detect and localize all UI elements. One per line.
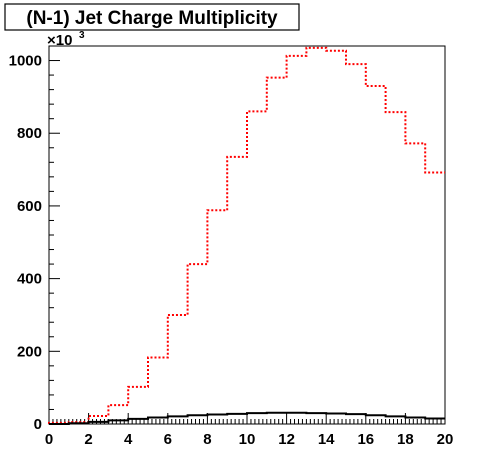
- x-tick-label: 2: [84, 431, 92, 448]
- plot-frame: [48, 45, 446, 425]
- histogram-series-black-solid: [49, 411, 445, 425]
- title-box: (N-1) Jet Charge Multiplicity: [4, 3, 300, 31]
- x-tick-label: 12: [278, 431, 295, 448]
- x-tick-label: 8: [203, 431, 211, 448]
- y-tick-label: 1000: [9, 53, 42, 70]
- y-tick-label: 200: [17, 343, 42, 360]
- series-layer: [48, 46, 445, 425]
- y-tick-label: 0: [34, 416, 42, 433]
- x-tick-label: 0: [45, 431, 53, 448]
- x-tick-label: 6: [164, 431, 172, 448]
- histogram-series-red-dotted: [48, 46, 445, 424]
- y-tick-label: 400: [17, 271, 42, 288]
- y-tick-label: 600: [17, 198, 42, 215]
- chart-title: (N-1) Jet Charge Multiplicity: [26, 8, 278, 29]
- x-tick-label: 10: [239, 431, 256, 448]
- x-tick-label: 14: [318, 431, 335, 448]
- x-tick-label: 4: [124, 431, 133, 448]
- y-multiplier-exponent: 3: [79, 30, 85, 41]
- x-tick-label: 16: [357, 431, 374, 448]
- y-multiplier-base: ×10: [47, 32, 72, 49]
- y-tick-label: 800: [17, 125, 42, 142]
- x-tick-label: 20: [437, 431, 454, 448]
- x-tick-label: 18: [397, 431, 414, 448]
- y-axis-multiplier: ×10 3: [47, 30, 85, 49]
